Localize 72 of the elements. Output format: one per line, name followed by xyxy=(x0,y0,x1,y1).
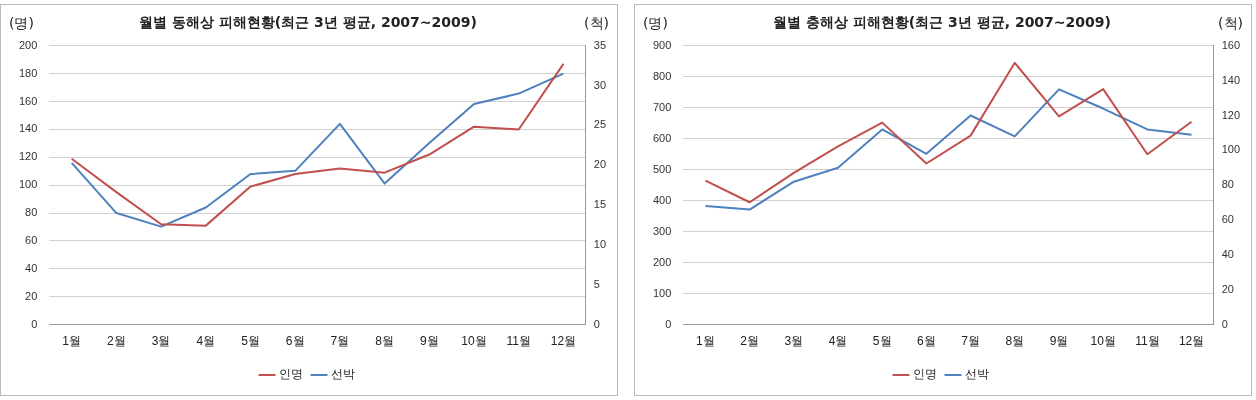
x-tick-label: 11월 xyxy=(506,334,531,349)
y-tick-label: 100 xyxy=(18,178,38,191)
y-tick-label: 400 xyxy=(652,193,672,206)
y-tick-label: 500 xyxy=(652,162,672,175)
y-tick-label: 40 xyxy=(25,261,38,274)
y2-tick-label: 0 xyxy=(593,317,600,330)
legend-label: 선박 xyxy=(331,367,355,382)
y2-tick-label: 80 xyxy=(1221,178,1234,191)
y-tick-label: 80 xyxy=(25,206,38,219)
x-tick-label: 10월 xyxy=(1090,334,1116,349)
x-tick-label: 7월 xyxy=(330,334,350,349)
y-tick-label: 180 xyxy=(18,66,38,79)
y2-tick-label: 40 xyxy=(1221,247,1234,260)
x-tick-label: 9월 xyxy=(419,334,439,349)
y-axis-title: (명) xyxy=(643,15,668,33)
x-tick-label: 11월 xyxy=(1135,334,1160,349)
x-tick-label: 8월 xyxy=(375,334,394,349)
y-tick-label: 20 xyxy=(25,289,38,302)
x-tick-label: 12월 xyxy=(550,334,577,349)
legend-label: 선박 xyxy=(965,367,989,382)
y-tick-label: 200 xyxy=(18,38,38,51)
y-tick-label: 900 xyxy=(652,38,672,51)
x-tick-label: 8월 xyxy=(1005,334,1025,349)
y2-tick-label: 15 xyxy=(593,198,607,211)
y2-tick-label: 160 xyxy=(1221,38,1241,51)
x-tick-label: 5월 xyxy=(241,334,260,349)
x-tick-label: 6월 xyxy=(917,334,936,349)
chart-title: 월별 동해상 피해현황(최근 3년 평균, 2007~2009) xyxy=(139,14,477,31)
y-tick-label: 600 xyxy=(652,131,672,144)
x-tick-label: 5월 xyxy=(872,334,892,349)
x-tick-label: 4월 xyxy=(196,334,216,349)
y-tick-label: 800 xyxy=(652,69,672,82)
y-tick-label: 200 xyxy=(652,255,672,268)
y-tick-label: 700 xyxy=(652,100,672,113)
y-axis-title: (명) xyxy=(9,15,34,33)
y2-tick-label: 100 xyxy=(1221,143,1241,156)
x-tick-label: 7월 xyxy=(961,334,980,349)
y2-axis-title: (척) xyxy=(1218,15,1243,33)
x-tick-label: 4월 xyxy=(828,334,848,349)
x-tick-label: 1월 xyxy=(62,334,82,349)
y-tick-label: 0 xyxy=(31,317,38,330)
legend-label: 인명 xyxy=(913,367,937,382)
y-tick-label: 140 xyxy=(18,122,38,135)
y2-tick-label: 20 xyxy=(593,158,607,171)
legend-label: 인명 xyxy=(279,367,303,382)
chart-title: 월별 충해상 피해현황(최근 3년 평균, 2007~2009) xyxy=(773,14,1111,31)
x-tick-label: 9월 xyxy=(1049,334,1069,349)
y-tick-label: 60 xyxy=(25,233,38,246)
y2-tick-label: 5 xyxy=(593,277,600,290)
y2-axis-title: (척) xyxy=(584,15,609,33)
y2-tick-label: 120 xyxy=(1221,108,1241,121)
x-tick-label: 2월 xyxy=(740,334,759,349)
x-tick-label: 10월 xyxy=(461,334,487,349)
y2-tick-label: 0 xyxy=(1221,317,1228,330)
y-tick-label: 0 xyxy=(665,317,672,330)
y2-tick-label: 30 xyxy=(593,78,607,91)
y2-tick-label: 140 xyxy=(1221,73,1241,86)
y2-tick-label: 10 xyxy=(593,237,607,250)
y-tick-label: 300 xyxy=(652,224,672,237)
y-tick-label: 120 xyxy=(18,150,38,163)
x-tick-label: 1월 xyxy=(696,334,715,349)
y2-tick-label: 35 xyxy=(593,38,607,51)
y-tick-label: 100 xyxy=(652,286,672,299)
y2-tick-label: 25 xyxy=(593,118,607,131)
x-tick-label: 6월 xyxy=(285,334,305,349)
x-tick-label: 3월 xyxy=(784,334,804,349)
y-tick-label: 160 xyxy=(18,94,38,107)
x-tick-label: 2월 xyxy=(107,334,126,349)
y2-tick-label: 20 xyxy=(1221,282,1234,295)
y2-tick-label: 60 xyxy=(1221,213,1234,226)
x-tick-label: 12월 xyxy=(1178,334,1205,349)
x-tick-label: 3월 xyxy=(151,334,171,349)
